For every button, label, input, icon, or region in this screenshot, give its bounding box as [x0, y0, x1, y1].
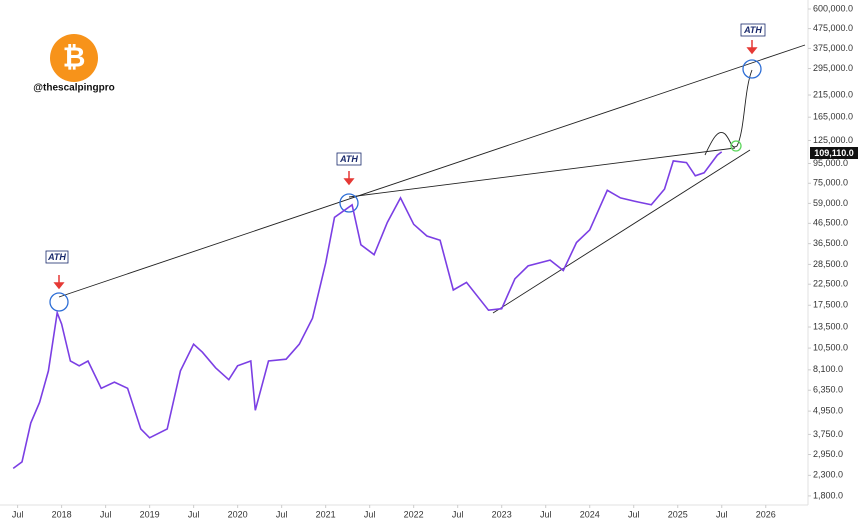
y-tick-label: 59,000.0: [813, 198, 848, 208]
ath-label: ATH: [743, 25, 762, 35]
x-tick-label: 2021: [316, 509, 336, 519]
y-tick-label: 22,500.0: [813, 279, 848, 289]
y-tick-label: 36,500.0: [813, 238, 848, 248]
ath-label: ATH: [339, 154, 358, 164]
ath-arrow-head: [746, 47, 758, 55]
x-tick-label: 2024: [580, 509, 600, 519]
y-tick-label: 295,000.0: [813, 63, 853, 73]
support-line: [492, 149, 751, 314]
x-tick-label: Jul: [276, 509, 288, 519]
plot: [12, 151, 723, 470]
y-tick-label: 2,300.0: [813, 470, 843, 480]
handle: @thescalpingpro: [33, 83, 114, 94]
resistance-line: [348, 147, 736, 198]
bitcoin-logo: [50, 34, 98, 82]
y-tick-label: 375,000.0: [813, 43, 853, 53]
y-tick-label: 2,950.0: [813, 449, 843, 459]
y-tick-label: 215,000.0: [813, 89, 853, 99]
y-tick-label: 1,800.0: [813, 490, 843, 500]
last-price-label: 109,110.0: [814, 148, 854, 158]
retest-circle: [730, 140, 742, 152]
x-tick-label: 2023: [492, 509, 512, 519]
y-tick-label: 125,000.0: [813, 135, 853, 145]
y-tick-label: 600,000.0: [813, 3, 853, 13]
ath-box: [336, 152, 362, 166]
x-tick-label: Jul: [12, 509, 24, 519]
logo-symbol: ₿: [63, 41, 86, 72]
y-tick-label: 13,500.0: [813, 321, 848, 331]
y-tick-label: 75,000.0: [813, 178, 848, 188]
y-tick-label: 3,750.0: [813, 429, 843, 439]
upper-trendline: [58, 44, 806, 298]
y-tick-label: 95,000.0: [813, 158, 848, 168]
y-tick-label: 46,500.0: [813, 218, 848, 228]
x-tick-label: 2020: [228, 509, 248, 519]
ath-arrow-head: [53, 282, 65, 290]
x-tick-label: Jul: [100, 509, 112, 519]
x-tick-label: 2026: [756, 509, 776, 519]
y-tick-label: 10,500.0: [813, 342, 848, 352]
y-tick-label: 165,000.0: [813, 112, 853, 122]
x-tick-label: 2018: [52, 509, 72, 519]
y-tick-label: 6,350.0: [813, 385, 843, 395]
last-price-box: [810, 147, 858, 159]
ath-box: [45, 250, 69, 264]
x-tick-label: Jul: [716, 509, 728, 519]
y-tick-label: 8,100.0: [813, 364, 843, 374]
x-tick-label: Jul: [364, 509, 376, 519]
ath-circle: [339, 193, 359, 213]
x-tick-label: Jul: [628, 509, 640, 519]
ath-label: ATH: [47, 252, 66, 262]
ath-box: [740, 23, 766, 37]
x-tick-label: Jul: [452, 509, 464, 519]
y-tick-label: 17,500.0: [813, 300, 848, 310]
y-tick-label: 475,000.0: [813, 23, 853, 33]
x-tick-label: 2022: [404, 509, 424, 519]
ath-arrow-head: [343, 178, 355, 186]
ath-circle: [742, 59, 762, 79]
x-tick-label: Jul: [540, 509, 552, 519]
y-tick-label: 4,950.0: [813, 405, 843, 415]
ath-circle: [49, 292, 69, 312]
x-tick-label: 2019: [140, 509, 160, 519]
price-line: [12, 151, 723, 470]
trend-lines: [58, 44, 806, 314]
y-tick-label: 28,500.0: [813, 259, 848, 269]
x-tick-label: Jul: [188, 509, 200, 519]
x-tick-label: 2025: [668, 509, 688, 519]
